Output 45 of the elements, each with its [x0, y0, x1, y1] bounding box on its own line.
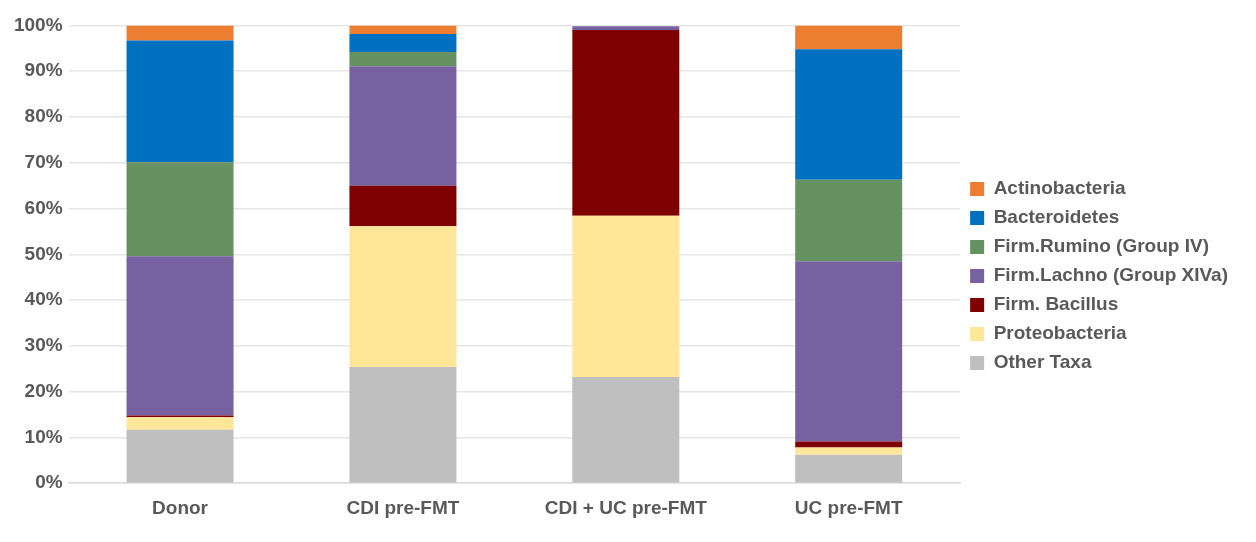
bar — [572, 29, 680, 216]
bar — [795, 447, 903, 455]
x-tick-label: UC pre-FMT — [794, 496, 903, 518]
bar — [349, 51, 457, 67]
legend-label: Firm. Bacillus — [993, 293, 1119, 315]
bar — [795, 261, 903, 442]
bar — [795, 454, 903, 483]
bar — [126, 40, 234, 163]
bar — [795, 179, 903, 262]
y-tick-label: 10% — [24, 425, 63, 447]
legend-label: Firm.Rumino (Group IV) — [993, 235, 1209, 257]
bar — [126, 417, 234, 430]
legend-label: Proteobacteria — [993, 322, 1128, 344]
bar — [126, 429, 234, 483]
bar — [126, 256, 234, 416]
bar — [349, 185, 457, 227]
bar — [126, 25, 234, 41]
x-tick-label: Donor — [152, 496, 209, 518]
bar — [572, 376, 680, 483]
y-tick-label: 30% — [24, 334, 63, 356]
y-tick-label: 100% — [13, 13, 63, 35]
y-tick-label: 20% — [24, 379, 63, 401]
y-tick-label: 60% — [24, 196, 63, 218]
bar — [349, 34, 457, 52]
bar — [349, 226, 457, 367]
bar — [349, 66, 457, 186]
bar — [795, 25, 903, 50]
y-tick-label: 80% — [24, 105, 63, 127]
y-tick-label: 40% — [24, 288, 63, 310]
bar — [572, 26, 680, 30]
legend-label: Firm.Lachno (Group XIVa) — [993, 264, 1228, 286]
y-tick-label: 90% — [24, 59, 63, 81]
bar — [126, 162, 234, 257]
legend-label: Actinobacteria — [993, 177, 1127, 199]
x-tick-label: CDI pre-FMT — [346, 496, 460, 518]
bar — [572, 215, 680, 377]
y-tick-label: 70% — [24, 150, 63, 172]
legend-label: Bacteroidetes — [993, 206, 1120, 228]
y-tick-label: 50% — [24, 242, 63, 264]
bar — [795, 49, 903, 180]
bar — [349, 366, 457, 483]
legend-label: Other Taxa — [993, 351, 1092, 373]
x-tick-label: CDI + UC pre-FMT — [544, 496, 708, 518]
y-tick-label: 0% — [35, 471, 63, 493]
bar — [349, 25, 457, 35]
